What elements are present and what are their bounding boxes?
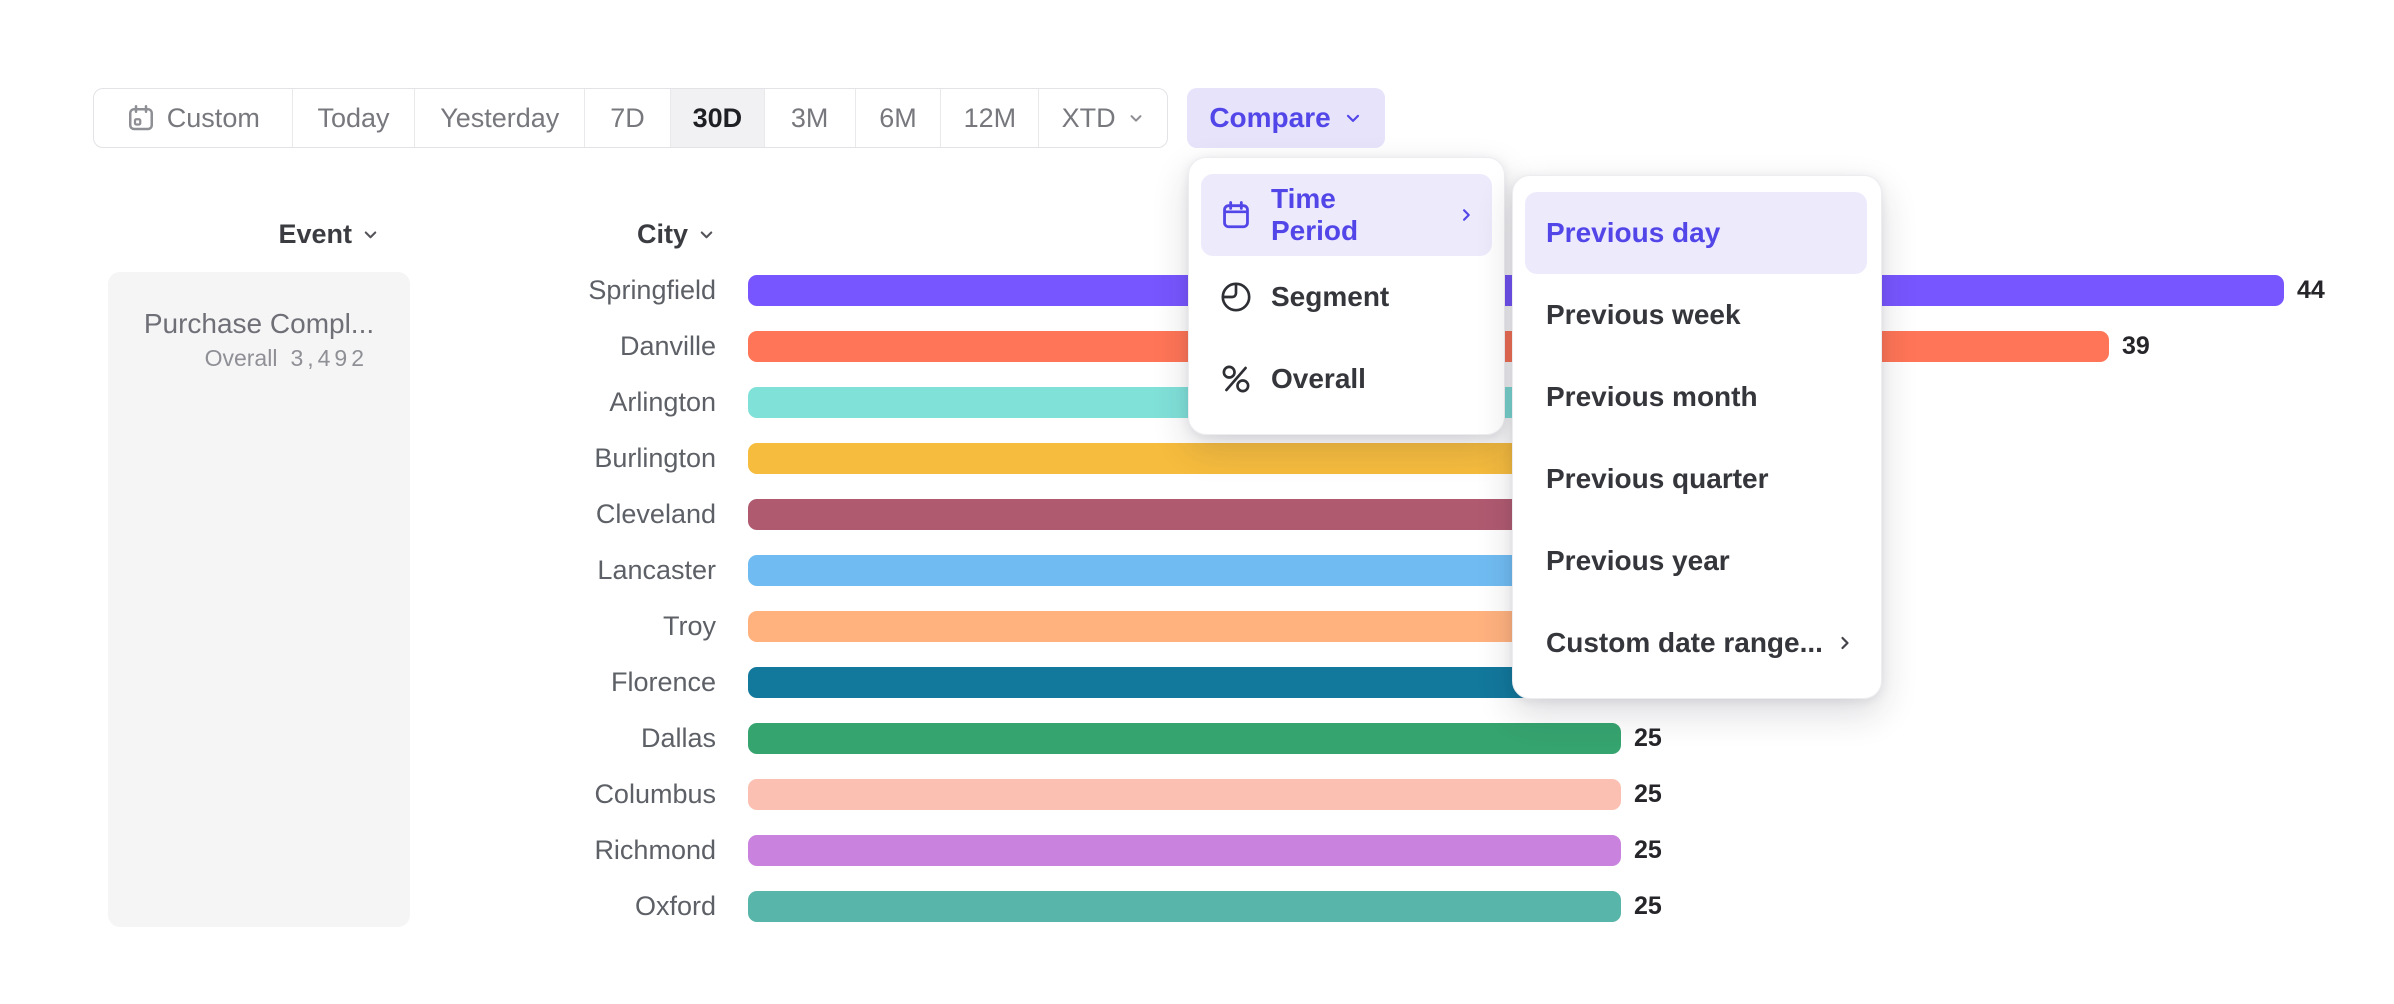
compare-button-label: Compare — [1209, 102, 1331, 133]
event-card[interactable]: Purchase Compl... Overall 3,492 — [108, 272, 410, 927]
time-period-option[interactable]: Previous quarter — [1525, 438, 1867, 520]
time-period-option-label: Previous quarter — [1546, 463, 1769, 494]
bar-category-label: Florence — [610, 667, 716, 697]
compare-menu-item-label: Time Period — [1271, 183, 1359, 246]
time-period-submenu: Previous day Previous week Previous mont… — [1512, 175, 1882, 699]
range-button-label: Yesterday — [440, 102, 560, 133]
compare-menu-item-label: Segment — [1271, 281, 1390, 312]
range-button[interactable]: 6M — [856, 89, 942, 147]
range-button-label: 7D — [610, 102, 645, 133]
bar[interactable] — [748, 722, 1621, 754]
chevron-down-icon — [364, 230, 377, 238]
bar[interactable] — [748, 778, 1621, 810]
event-overall-row: Overall 3,492 — [108, 345, 410, 372]
chevron-right-icon — [1463, 209, 1471, 221]
bar-category-label: Columbus — [594, 779, 716, 809]
bar-value-label: 25 — [1634, 835, 1662, 864]
range-button[interactable]: Today — [293, 89, 416, 147]
bar-category-label: Troy — [663, 611, 716, 641]
range-button[interactable]: 12M — [941, 89, 1040, 147]
bar-category-label: Cleveland — [595, 499, 716, 529]
event-column-header[interactable]: Event — [120, 217, 380, 251]
time-period-option[interactable]: Previous day — [1525, 192, 1867, 274]
bar-value-label: 44 — [2297, 275, 2325, 304]
range-button-label: XTD — [1061, 102, 1116, 133]
bar[interactable] — [748, 890, 1621, 922]
range-button-label: Today — [317, 102, 390, 133]
time-period-option-label: Previous week — [1546, 299, 1741, 330]
bar-value-label: 39 — [2122, 331, 2150, 360]
time-period-option-label: Custom date range... — [1546, 627, 1823, 658]
chevron-right-icon — [1841, 636, 1849, 650]
time-period-option[interactable]: Custom date range... — [1525, 602, 1867, 684]
bar-category-label: Arlington — [609, 387, 716, 417]
overall-label: Overall — [204, 345, 278, 371]
time-period-option-label: Previous year — [1546, 545, 1730, 576]
overall-icon — [1219, 362, 1253, 396]
range-button[interactable]: 3M — [765, 89, 856, 147]
range-button[interactable]: XTD — [1039, 89, 1167, 147]
bar-value-label: 25 — [1634, 723, 1662, 752]
time-period-option[interactable]: Previous year — [1525, 520, 1867, 602]
bar-value-label: 25 — [1634, 779, 1662, 808]
segment-icon — [1219, 280, 1253, 314]
city-column-header[interactable]: City — [460, 217, 716, 251]
time-period-option-label: Previous day — [1546, 217, 1721, 248]
range-button-label: 12M — [963, 102, 1017, 133]
compare-menu-item[interactable]: Overall — [1201, 338, 1492, 420]
calendar-icon — [1219, 198, 1253, 232]
time-period-option[interactable]: Previous week — [1525, 274, 1867, 356]
bar-category-label: Springfield — [588, 275, 716, 305]
time-period-option-label: Previous month — [1546, 381, 1758, 412]
range-button-label: Custom — [166, 102, 260, 133]
range-button-label: 6M — [879, 102, 917, 133]
bar-category-label: Danville — [619, 331, 716, 361]
time-period-option[interactable]: Previous month — [1525, 356, 1867, 438]
bar-category-label: Burlington — [594, 443, 716, 473]
bar[interactable] — [748, 666, 1655, 698]
compare-menu-item[interactable]: Time Period — [1201, 174, 1492, 256]
bar-value-label: 25 — [1634, 891, 1662, 920]
range-button-selected[interactable]: 30D — [670, 89, 765, 147]
range-button[interactable]: Custom — [94, 89, 293, 147]
bar[interactable] — [748, 610, 1655, 642]
chevron-down-icon — [1346, 114, 1359, 122]
compare-button[interactable]: Compare — [1187, 88, 1385, 148]
calendar-icon — [128, 104, 153, 131]
range-button-label: 30D — [692, 102, 743, 133]
range-button[interactable]: Yesterday — [415, 89, 586, 147]
chevron-down-icon — [700, 230, 713, 238]
range-button[interactable]: 7D — [585, 89, 671, 147]
chevron-down-icon — [1130, 115, 1142, 122]
overall-value: 3,492 — [290, 345, 368, 371]
bar-category-label: Richmond — [594, 835, 716, 865]
event-name: Purchase Compl... — [143, 308, 375, 339]
bar-category-label: Lancaster — [597, 555, 716, 585]
compare-menu-item-label: Overall — [1271, 363, 1366, 394]
range-button-label: 3M — [790, 102, 829, 133]
event-column-header-label: Event — [278, 218, 352, 249]
city-column-header-label: City — [636, 218, 688, 249]
compare-menu-item[interactable]: Segment — [1201, 256, 1492, 338]
bar-category-label: Oxford — [634, 891, 716, 921]
bar-category-label: Dallas — [640, 723, 716, 753]
compare-menu: Time Period Segment Overall — [1188, 157, 1505, 435]
bar[interactable] — [748, 834, 1621, 866]
date-range-toolbar: Custom Today Yesterday 7D 30D 3M 6M 12M … — [93, 88, 1168, 148]
